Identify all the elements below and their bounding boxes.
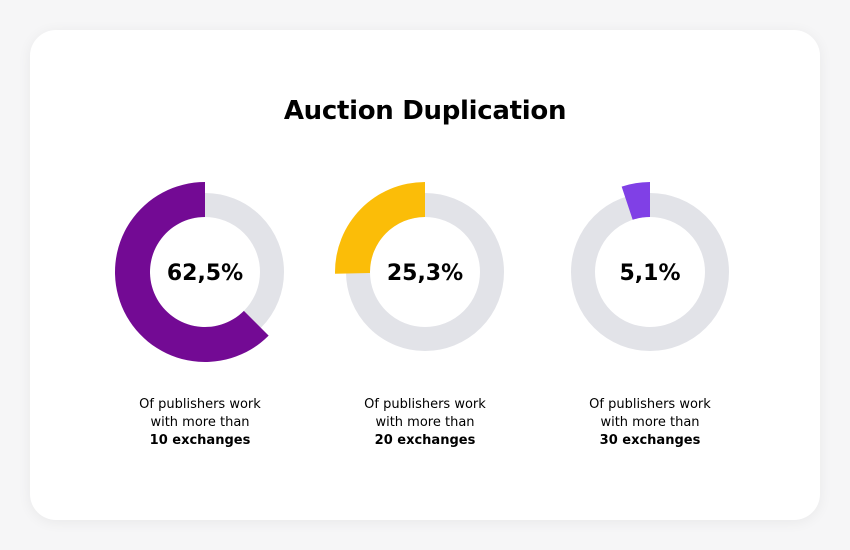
caption-3: Of publishers work with more than 30 exc…: [550, 396, 750, 450]
donut-segment: [335, 182, 425, 274]
caption-line: with more than: [375, 415, 475, 430]
caption-line: Of publishers work: [139, 397, 261, 412]
caption-bold: 20 exchanges: [374, 433, 476, 448]
caption-bold: 10 exchanges: [149, 433, 251, 448]
caption-line: Of publishers work: [589, 397, 711, 412]
caption-line: with more than: [150, 415, 250, 430]
caption-line: with more than: [600, 415, 700, 430]
caption-line: Of publishers work: [364, 397, 486, 412]
donut-value-label: 25,3%: [387, 261, 463, 286]
caption-1: Of publishers work with more than 10 exc…: [100, 396, 300, 450]
caption-bold: 30 exchanges: [599, 433, 701, 448]
donut-value-label: 5,1%: [619, 261, 680, 286]
chart-title: Auction Duplication: [283, 96, 567, 126]
donut-segment: [621, 182, 650, 220]
donut-value-label: 62,5%: [167, 261, 243, 286]
caption-2: Of publishers work with more than 20 exc…: [325, 396, 525, 450]
card: [30, 30, 820, 520]
donut-segment: [115, 182, 269, 362]
